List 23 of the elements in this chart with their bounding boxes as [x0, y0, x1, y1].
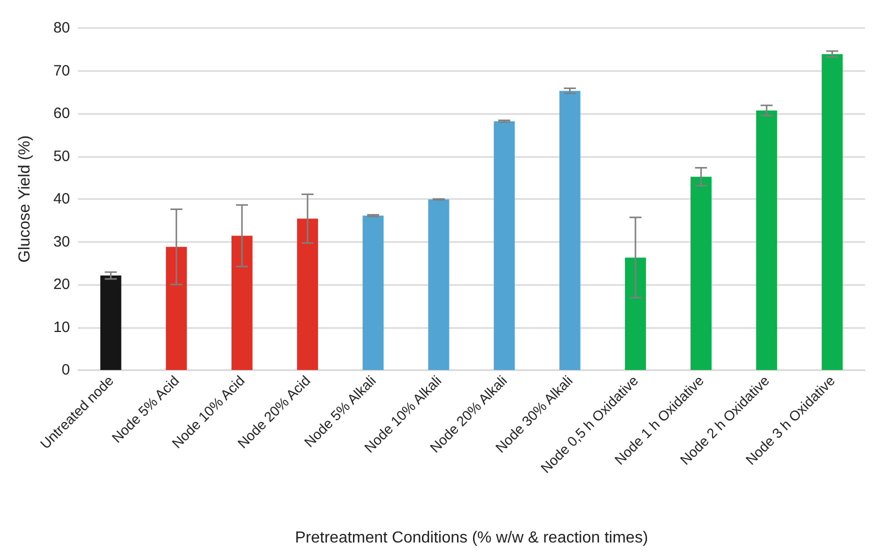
bar [362, 216, 384, 370]
y-tick-label: 80 [53, 20, 70, 36]
bar [231, 236, 252, 370]
y-tick-label: 30 [53, 233, 70, 250]
bar [166, 246, 187, 370]
bar [822, 54, 843, 370]
y-axis-title: Glucose Yield (%) [16, 135, 34, 263]
y-tick-label: 70 [53, 62, 70, 80]
bar [756, 110, 778, 370]
bar [690, 176, 712, 370]
bar [428, 199, 450, 370]
x-axis-title: Pretreatment Conditions (% w/w & reaction times) [294, 530, 648, 546]
y-tick-label: 50 [53, 148, 70, 165]
bar [494, 121, 515, 370]
y-tick-label: 20 [53, 276, 70, 293]
y-tick-label: 40 [53, 190, 70, 208]
bar [624, 258, 646, 370]
y-tick-label: 10 [53, 318, 70, 336]
bar [559, 90, 580, 370]
bar [100, 276, 122, 370]
y-tick-label: 0 [62, 362, 70, 378]
y-tick-label: 60 [53, 105, 70, 122]
bar [297, 218, 318, 370]
